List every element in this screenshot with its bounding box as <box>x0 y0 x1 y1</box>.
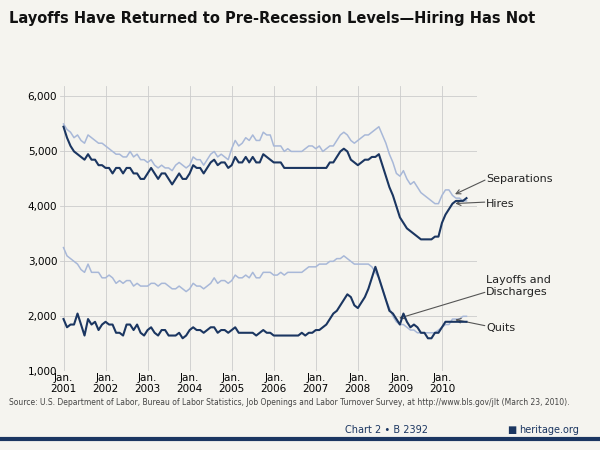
Text: ■: ■ <box>507 425 516 435</box>
Text: Chart 2 • B 2392: Chart 2 • B 2392 <box>345 425 428 435</box>
Text: Layoffs Have Returned to Pre-Recession Levels—Hiring Has Not: Layoffs Have Returned to Pre-Recession L… <box>9 11 535 26</box>
Text: Hires: Hires <box>486 198 515 209</box>
Text: heritage.org: heritage.org <box>519 425 579 435</box>
Text: Separations: Separations <box>486 174 553 184</box>
Text: Source: U.S. Department of Labor, Bureau of Labor Statistics, Job Openings and L: Source: U.S. Department of Labor, Bureau… <box>9 398 569 407</box>
Text: Quits: Quits <box>486 324 515 333</box>
Text: Layoffs and
Discharges: Layoffs and Discharges <box>486 275 551 297</box>
